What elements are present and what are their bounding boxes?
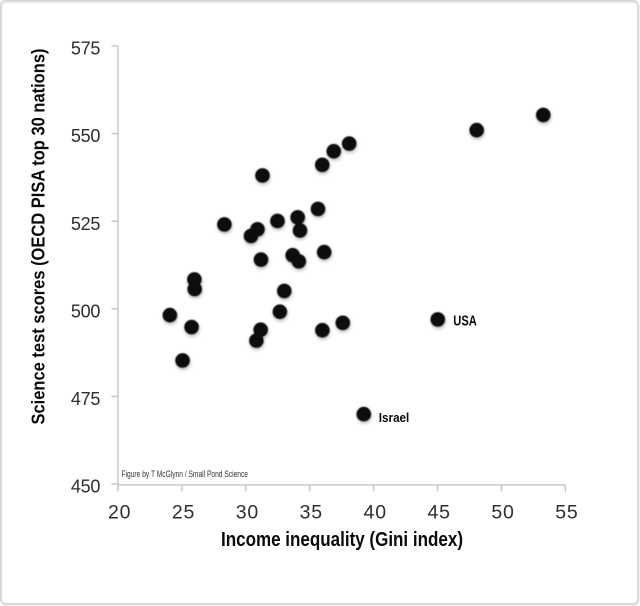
svg-text:25: 25 xyxy=(172,501,195,523)
svg-text:575: 575 xyxy=(71,39,101,59)
svg-text:475: 475 xyxy=(71,389,101,409)
svg-text:30: 30 xyxy=(236,501,259,523)
svg-text:500: 500 xyxy=(71,301,101,321)
svg-text:Figure by T McGlynn / Small Po: Figure by T McGlynn / Small Pond Science xyxy=(122,469,249,479)
svg-text:450: 450 xyxy=(71,477,101,497)
svg-text:40: 40 xyxy=(364,501,387,523)
svg-text:Israel: Israel xyxy=(379,410,410,425)
svg-text:Science test scores (OECD PISA: Science test scores (OECD PISA top 30 na… xyxy=(28,49,49,425)
svg-text:Income inequality (Gini index): Income inequality (Gini index) xyxy=(221,528,463,551)
svg-text:50: 50 xyxy=(491,501,514,523)
svg-text:20: 20 xyxy=(108,501,131,523)
svg-text:550: 550 xyxy=(71,126,101,146)
svg-text:35: 35 xyxy=(300,501,323,523)
svg-text:55: 55 xyxy=(555,501,578,523)
svg-text:45: 45 xyxy=(427,501,450,523)
svg-text:525: 525 xyxy=(71,214,101,234)
svg-text:USA: USA xyxy=(453,313,477,329)
